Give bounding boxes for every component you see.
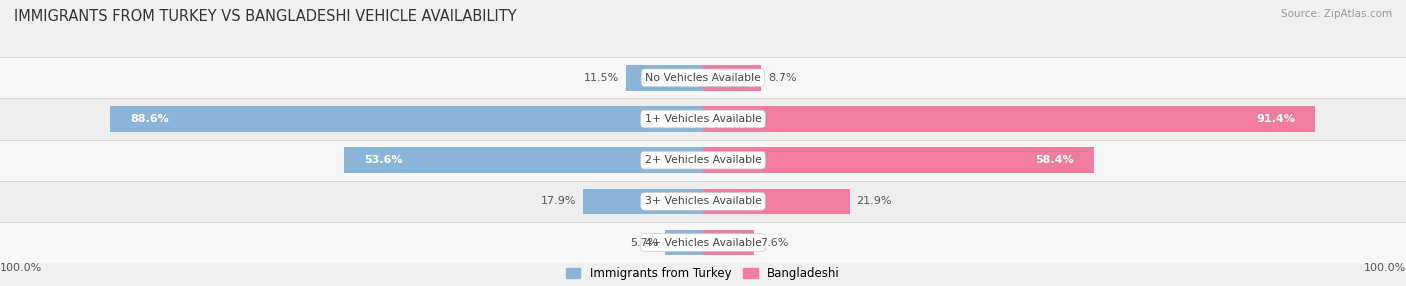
Bar [0,181,1406,222]
Text: IMMIGRANTS FROM TURKEY VS BANGLADESHI VEHICLE AVAILABILITY: IMMIGRANTS FROM TURKEY VS BANGLADESHI VE… [14,9,516,23]
Bar [703,230,754,255]
Text: Source: ZipAtlas.com: Source: ZipAtlas.com [1281,9,1392,19]
Text: 5.7%: 5.7% [630,238,658,247]
Bar [110,106,703,132]
Bar [0,140,1406,181]
Legend: Immigrants from Turkey, Bangladeshi: Immigrants from Turkey, Bangladeshi [567,267,839,280]
Bar [703,188,849,214]
Text: 1+ Vehicles Available: 1+ Vehicles Available [644,114,762,124]
Bar [703,106,1315,132]
Bar [626,65,703,91]
Text: 2+ Vehicles Available: 2+ Vehicles Available [644,155,762,165]
Bar [0,222,1406,263]
Text: 100.0%: 100.0% [1364,263,1406,273]
Text: No Vehicles Available: No Vehicles Available [645,73,761,83]
Text: 21.9%: 21.9% [856,196,891,206]
Text: 53.6%: 53.6% [364,155,402,165]
Text: 88.6%: 88.6% [129,114,169,124]
Bar [703,147,1094,173]
Bar [344,147,703,173]
Text: 17.9%: 17.9% [541,196,576,206]
Bar [0,98,1406,140]
Bar [703,65,761,91]
Text: 3+ Vehicles Available: 3+ Vehicles Available [644,196,762,206]
Text: 8.7%: 8.7% [768,73,796,83]
Text: 11.5%: 11.5% [583,73,619,83]
Text: 7.6%: 7.6% [761,238,789,247]
Bar [0,57,1406,98]
Text: 4+ Vehicles Available: 4+ Vehicles Available [644,238,762,247]
Text: 91.4%: 91.4% [1256,114,1295,124]
Bar [583,188,703,214]
Bar [665,230,703,255]
Text: 58.4%: 58.4% [1035,155,1074,165]
Text: 100.0%: 100.0% [0,263,42,273]
